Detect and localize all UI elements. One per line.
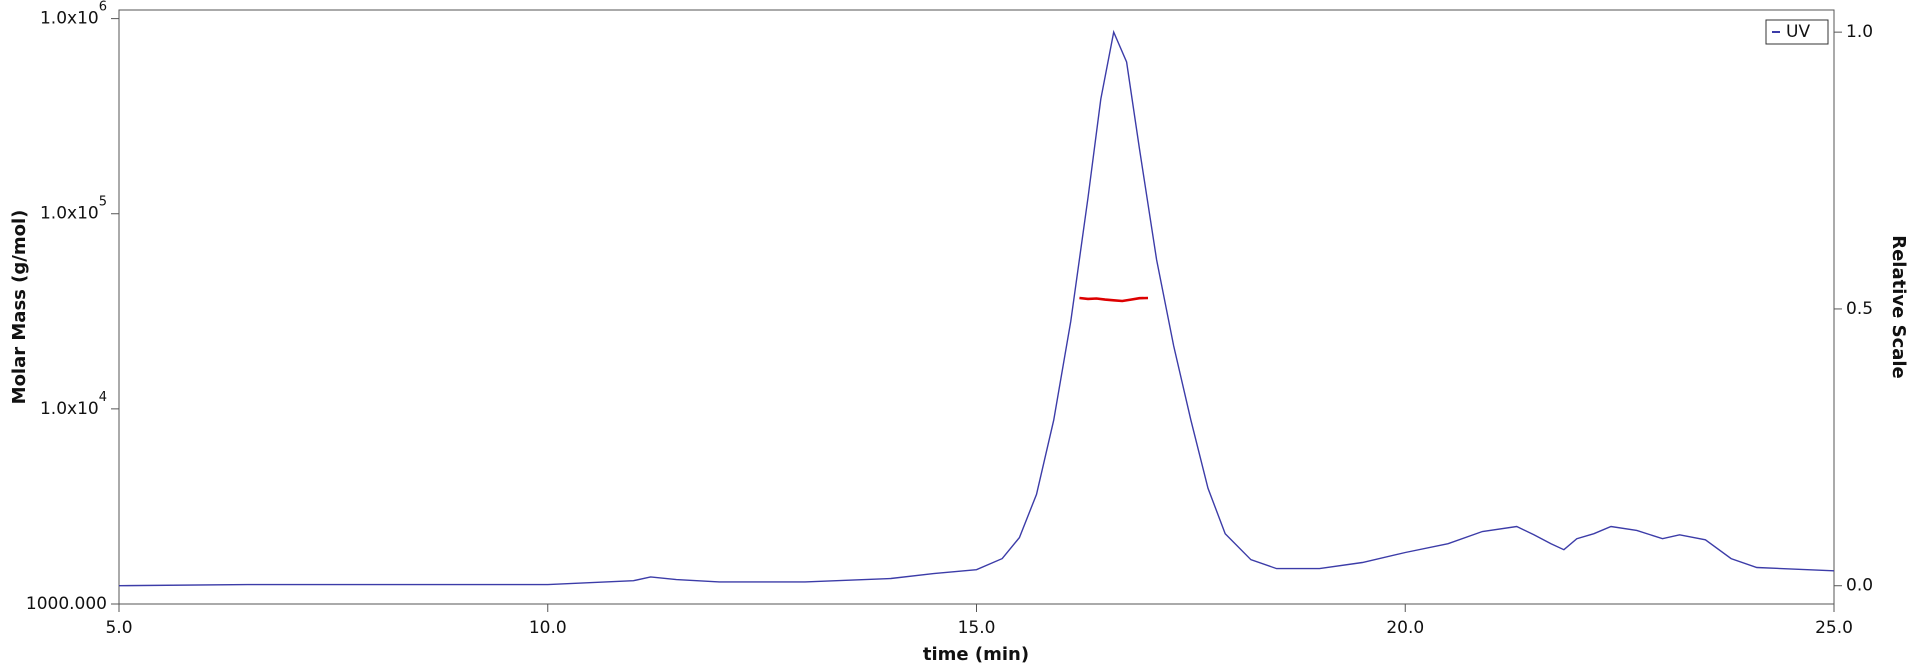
- y2-tick-label: 0.0: [1846, 576, 1873, 596]
- y2-tick-label: 1.0: [1846, 22, 1873, 42]
- legend-label: UV: [1786, 22, 1810, 42]
- y-axis-title: Molar Mass (g/mol): [9, 210, 30, 405]
- y-tick-label-base: 1000.000: [26, 594, 107, 614]
- x-tick-label: 20.0: [1386, 618, 1424, 638]
- x-tick-label: 15.0: [958, 618, 996, 638]
- series-line: [1079, 296, 1149, 303]
- plot-frame: [118, 9, 1835, 605]
- y-tick-label-exponent: 4: [99, 389, 107, 404]
- y-tick-label-exponent: 5: [99, 194, 107, 209]
- y2-axis-title: Relative Scale: [1888, 235, 1909, 379]
- y2-tick-label: 0.5: [1846, 299, 1873, 319]
- x-tick-label: 5.0: [105, 618, 132, 638]
- y-tick-label: 1.0x105: [40, 194, 107, 224]
- y-tick-label: 1.0x106: [40, 0, 107, 29]
- y-tick-label: 1.0x104: [40, 389, 107, 419]
- y-tick-label-exponent: 6: [99, 0, 107, 14]
- x-axis-title: time (min): [923, 644, 1029, 665]
- y-tick-label-base: 1.0x10: [40, 204, 99, 224]
- y-tick-label-base: 1.0x10: [40, 9, 99, 29]
- y-tick-label-base: 1.0x10: [40, 399, 99, 419]
- x-tick-label: 10.0: [529, 618, 567, 638]
- y-tick-label: 1000.000: [26, 594, 107, 614]
- series-line: [118, 29, 1835, 587]
- x-tick-label: 25.0: [1815, 618, 1853, 638]
